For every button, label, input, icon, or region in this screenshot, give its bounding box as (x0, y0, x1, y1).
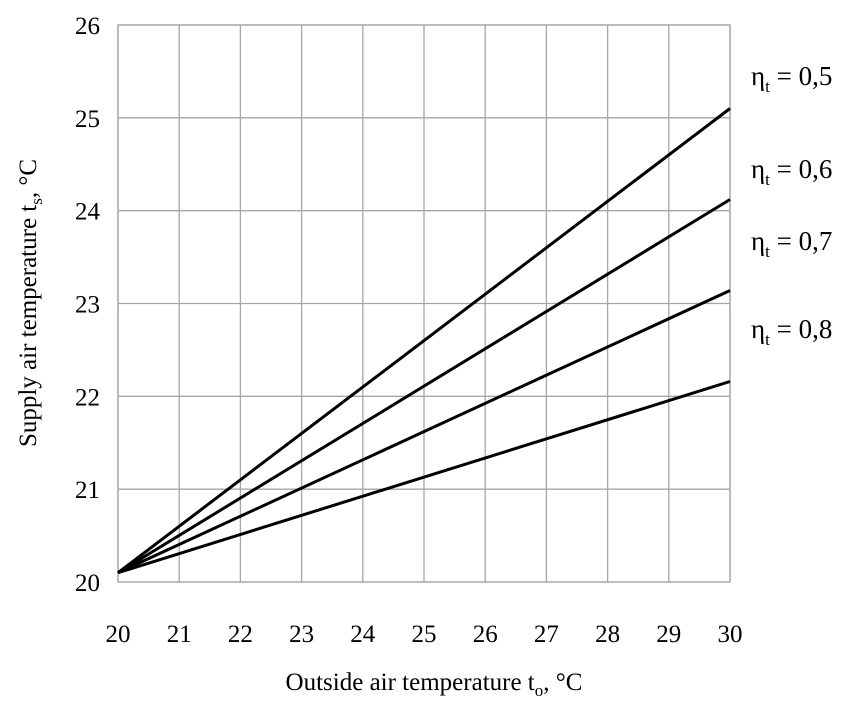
x-tick-label-9: 29 (656, 621, 681, 648)
y-axis-title: Supply air temperature ts, °C (15, 159, 46, 447)
series-label-subscript: t (765, 330, 770, 349)
series-label-value: = 0,6 (770, 154, 832, 184)
series-label-value: = 0,7 (770, 226, 832, 256)
plot-frame (117, 24, 731, 583)
series-line-1 (117, 107, 731, 574)
y-tick-label-2: 22 (75, 384, 100, 411)
series-labels: ηt = 0,5ηt = 0,6ηt = 0,7ηt = 0,8 (751, 61, 832, 349)
x-tick-label-3: 23 (289, 621, 314, 648)
series-lines (117, 107, 731, 575)
x-tick-label-5: 25 (412, 621, 437, 648)
y-tick-labels: 20 21 22 23 24 25 26 (75, 13, 101, 597)
y-tick-label-4: 24 (75, 199, 101, 226)
x-tick-label-6: 26 (473, 621, 498, 648)
series-label-symbol: η (751, 314, 765, 344)
series-label-value: = 0,8 (770, 314, 832, 344)
series-label-subscript: t (765, 170, 770, 189)
series-label-3: ηt = 0,7 (751, 226, 832, 261)
series-label-symbol: η (751, 61, 765, 91)
x-tick-label-2: 22 (228, 621, 253, 648)
y-tick-label-3: 23 (75, 292, 100, 319)
series-label-value: = 0,5 (770, 61, 832, 91)
series-label-subscript: t (765, 77, 770, 96)
series-label-2: ηt = 0,6 (751, 154, 832, 189)
x-tick-label-1: 21 (167, 621, 192, 648)
x-tick-label-8: 28 (595, 621, 620, 648)
x-axis-title: Outside air temperature to, °C (286, 669, 583, 700)
x-tick-labels: 20 21 22 23 24 25 26 27 28 29 30 (106, 621, 743, 648)
series-label-symbol: η (751, 226, 765, 256)
y-tick-label-6: 26 (75, 13, 100, 40)
y-tick-label-1: 21 (75, 477, 100, 504)
grid (117, 24, 731, 583)
series-line-2 (117, 198, 731, 574)
y-axis-title-subscript: s (27, 198, 46, 205)
y-tick-label-0: 20 (75, 570, 100, 597)
x-tick-label-4: 24 (350, 621, 376, 648)
series-label-4: ηt = 0,8 (751, 314, 832, 349)
series-label-symbol: η (751, 154, 765, 184)
x-axis-title-subscript: o (535, 681, 544, 700)
series-line-3 (117, 289, 731, 575)
series-label-1: ηt = 0,5 (751, 61, 832, 96)
x-tick-label-7: 27 (534, 621, 559, 648)
y-tick-label-5: 25 (75, 106, 100, 133)
x-tick-label-10: 30 (718, 621, 743, 648)
x-tick-label-0: 20 (106, 621, 131, 648)
series-label-subscript: t (765, 242, 770, 261)
series-line-4 (117, 380, 731, 575)
